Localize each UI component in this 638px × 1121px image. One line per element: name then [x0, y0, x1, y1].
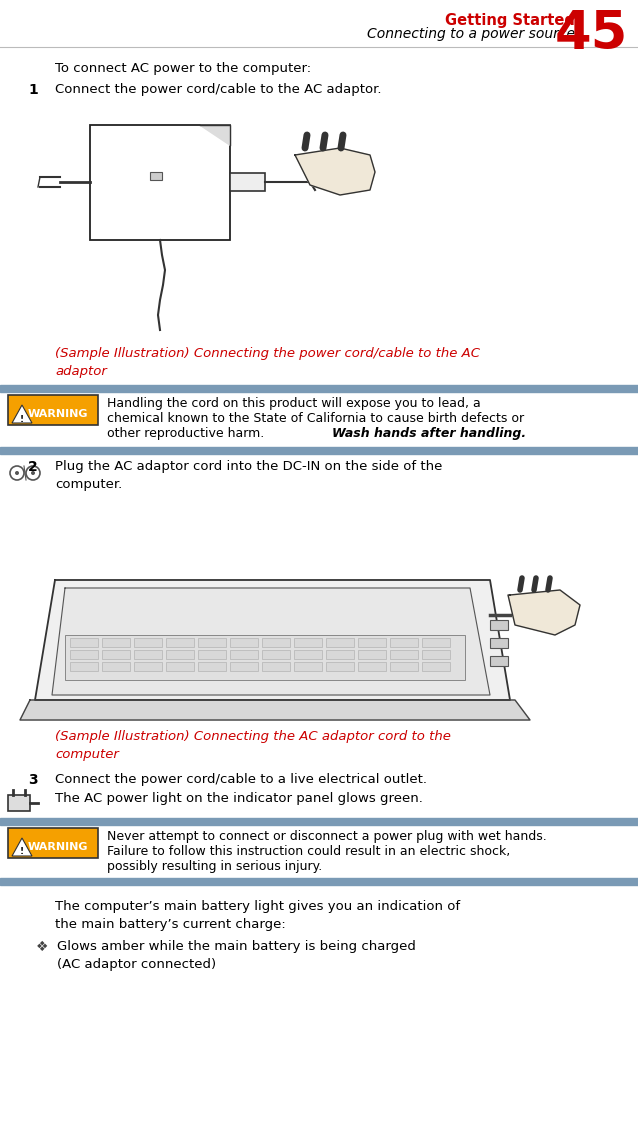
Bar — [8, 828, 98, 858]
Polygon shape — [508, 590, 580, 634]
Bar — [198, 650, 226, 659]
Circle shape — [15, 471, 19, 475]
Bar — [150, 172, 162, 180]
Bar — [490, 638, 508, 648]
Text: 3: 3 — [28, 773, 38, 787]
Text: The AC power light on the indicator panel glows green.: The AC power light on the indicator pane… — [55, 793, 423, 805]
Bar — [102, 650, 130, 659]
Polygon shape — [12, 405, 32, 423]
Polygon shape — [12, 839, 32, 856]
Bar — [70, 638, 98, 647]
Bar — [294, 663, 322, 671]
Text: Connect the power cord/cable to a live electrical outlet.: Connect the power cord/cable to a live e… — [55, 773, 427, 786]
Bar — [70, 663, 98, 671]
Bar — [490, 656, 508, 666]
Text: (Sample Illustration) Connecting the AC adaptor cord to the
computer: (Sample Illustration) Connecting the AC … — [55, 730, 451, 761]
Bar — [262, 650, 290, 659]
Text: WARNING: WARNING — [27, 409, 88, 419]
Bar — [390, 663, 418, 671]
Bar — [166, 650, 194, 659]
Bar — [198, 663, 226, 671]
Bar — [326, 638, 354, 647]
Bar — [134, 663, 162, 671]
Text: Wash hands after handling.: Wash hands after handling. — [332, 427, 526, 441]
Text: Failure to follow this instruction could result in an electric shock,: Failure to follow this instruction could… — [107, 845, 510, 858]
Polygon shape — [295, 148, 375, 195]
Bar — [422, 663, 450, 671]
Bar — [262, 638, 290, 647]
Text: Connect the power cord/cable to the AC adaptor.: Connect the power cord/cable to the AC a… — [55, 83, 382, 96]
Bar — [8, 395, 98, 425]
Text: Getting Started: Getting Started — [445, 13, 575, 28]
Bar — [390, 638, 418, 647]
Text: Glows amber while the main battery is being charged
(AC adaptor connected): Glows amber while the main battery is be… — [57, 941, 416, 971]
Bar — [198, 638, 226, 647]
Bar — [490, 620, 508, 630]
Bar — [230, 650, 258, 659]
Bar — [0, 447, 638, 454]
Text: Never attempt to connect or disconnect a power plug with wet hands.: Never attempt to connect or disconnect a… — [107, 830, 547, 843]
Text: ❖: ❖ — [36, 941, 48, 954]
Bar — [294, 650, 322, 659]
Text: !: ! — [20, 847, 24, 856]
Text: !: ! — [20, 415, 24, 424]
Text: 45: 45 — [555, 8, 628, 61]
Bar — [358, 638, 386, 647]
Polygon shape — [35, 580, 510, 700]
Text: Connecting to a power source: Connecting to a power source — [367, 27, 575, 41]
Bar — [102, 663, 130, 671]
Bar — [422, 638, 450, 647]
Bar — [358, 663, 386, 671]
Bar — [134, 650, 162, 659]
Bar — [358, 650, 386, 659]
Text: Handling the cord on this product will expose you to lead, a: Handling the cord on this product will e… — [107, 397, 481, 410]
Polygon shape — [200, 126, 230, 145]
Circle shape — [31, 471, 35, 475]
Bar — [230, 663, 258, 671]
Polygon shape — [20, 700, 530, 720]
Text: other reproductive harm.: other reproductive harm. — [107, 427, 268, 441]
Bar — [8, 795, 30, 810]
Bar — [102, 638, 130, 647]
Bar — [390, 650, 418, 659]
Text: The computer’s main battery light gives you an indication of
the main battery’s : The computer’s main battery light gives … — [55, 900, 460, 932]
Bar — [166, 663, 194, 671]
Bar — [134, 638, 162, 647]
Bar — [70, 650, 98, 659]
Bar — [262, 663, 290, 671]
Polygon shape — [52, 589, 490, 695]
Bar — [230, 173, 265, 191]
Text: 1: 1 — [28, 83, 38, 98]
Text: Plug the AC adaptor cord into the DC-IN on the side of the
computer.: Plug the AC adaptor cord into the DC-IN … — [55, 460, 442, 491]
Text: WARNING: WARNING — [27, 842, 88, 852]
Text: (Sample Illustration) Connecting the power cord/cable to the AC
adaptor: (Sample Illustration) Connecting the pow… — [55, 348, 480, 378]
Bar — [294, 638, 322, 647]
Bar — [0, 878, 638, 884]
Bar — [0, 818, 638, 825]
Text: possibly resulting in serious injury.: possibly resulting in serious injury. — [107, 860, 322, 873]
Bar — [422, 650, 450, 659]
Bar — [326, 650, 354, 659]
Bar — [230, 638, 258, 647]
Bar — [326, 663, 354, 671]
Text: 2: 2 — [28, 460, 38, 474]
Bar — [90, 126, 230, 240]
Bar — [0, 385, 638, 392]
Bar — [65, 634, 465, 680]
Bar — [166, 638, 194, 647]
Text: To connect AC power to the computer:: To connect AC power to the computer: — [55, 62, 311, 75]
Text: chemical known to the State of California to cause birth defects or: chemical known to the State of Californi… — [107, 413, 524, 425]
